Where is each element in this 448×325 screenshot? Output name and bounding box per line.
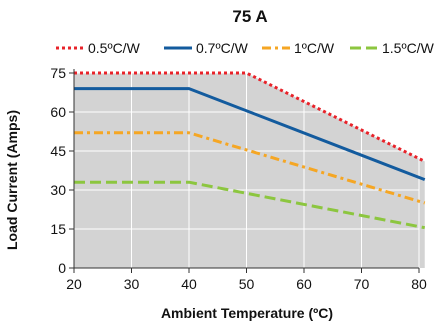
series-line: [74, 180, 426, 230]
x-tick-label: 70: [354, 276, 370, 292]
series-line: [74, 131, 426, 205]
x-tick-label: 20: [66, 276, 82, 292]
x-tick-label: 40: [181, 276, 197, 292]
legend-label: 1.5ºC/W: [382, 40, 435, 56]
legend-label: 0.5ºC/W: [88, 40, 141, 56]
plot-area: [73, 71, 426, 269]
chart-title: 75 A: [232, 7, 267, 26]
series-line: [74, 87, 426, 181]
series-line: [74, 71, 426, 163]
legend: 0.5ºC/W 0.7ºC/W 1ºC/W 1.5ºC/W: [56, 40, 435, 56]
shaded-area: [74, 73, 425, 268]
x-tick-label: 60: [296, 276, 312, 292]
x-axis-title: Ambient Temperature (ºC): [161, 305, 333, 321]
legend-label: 0.7ºC/W: [196, 40, 249, 56]
x-tick-label: 50: [239, 276, 255, 292]
y-tick-label: 60: [50, 104, 66, 120]
legend-label: 1ºC/W: [294, 40, 335, 56]
y-tick-label: 45: [50, 143, 66, 159]
axes: 20 30 40 50 60 70 80 0 15 30 45 60 75: [50, 65, 427, 292]
y-axis-title: Load Current (Amps): [4, 110, 20, 250]
y-tick-label: 75: [50, 65, 66, 81]
x-tick-label: 80: [411, 276, 427, 292]
x-tick-label: 30: [124, 276, 140, 292]
y-tick-label: 0: [58, 260, 66, 276]
y-tick-label: 15: [50, 221, 66, 237]
y-tick-label: 30: [50, 182, 66, 198]
